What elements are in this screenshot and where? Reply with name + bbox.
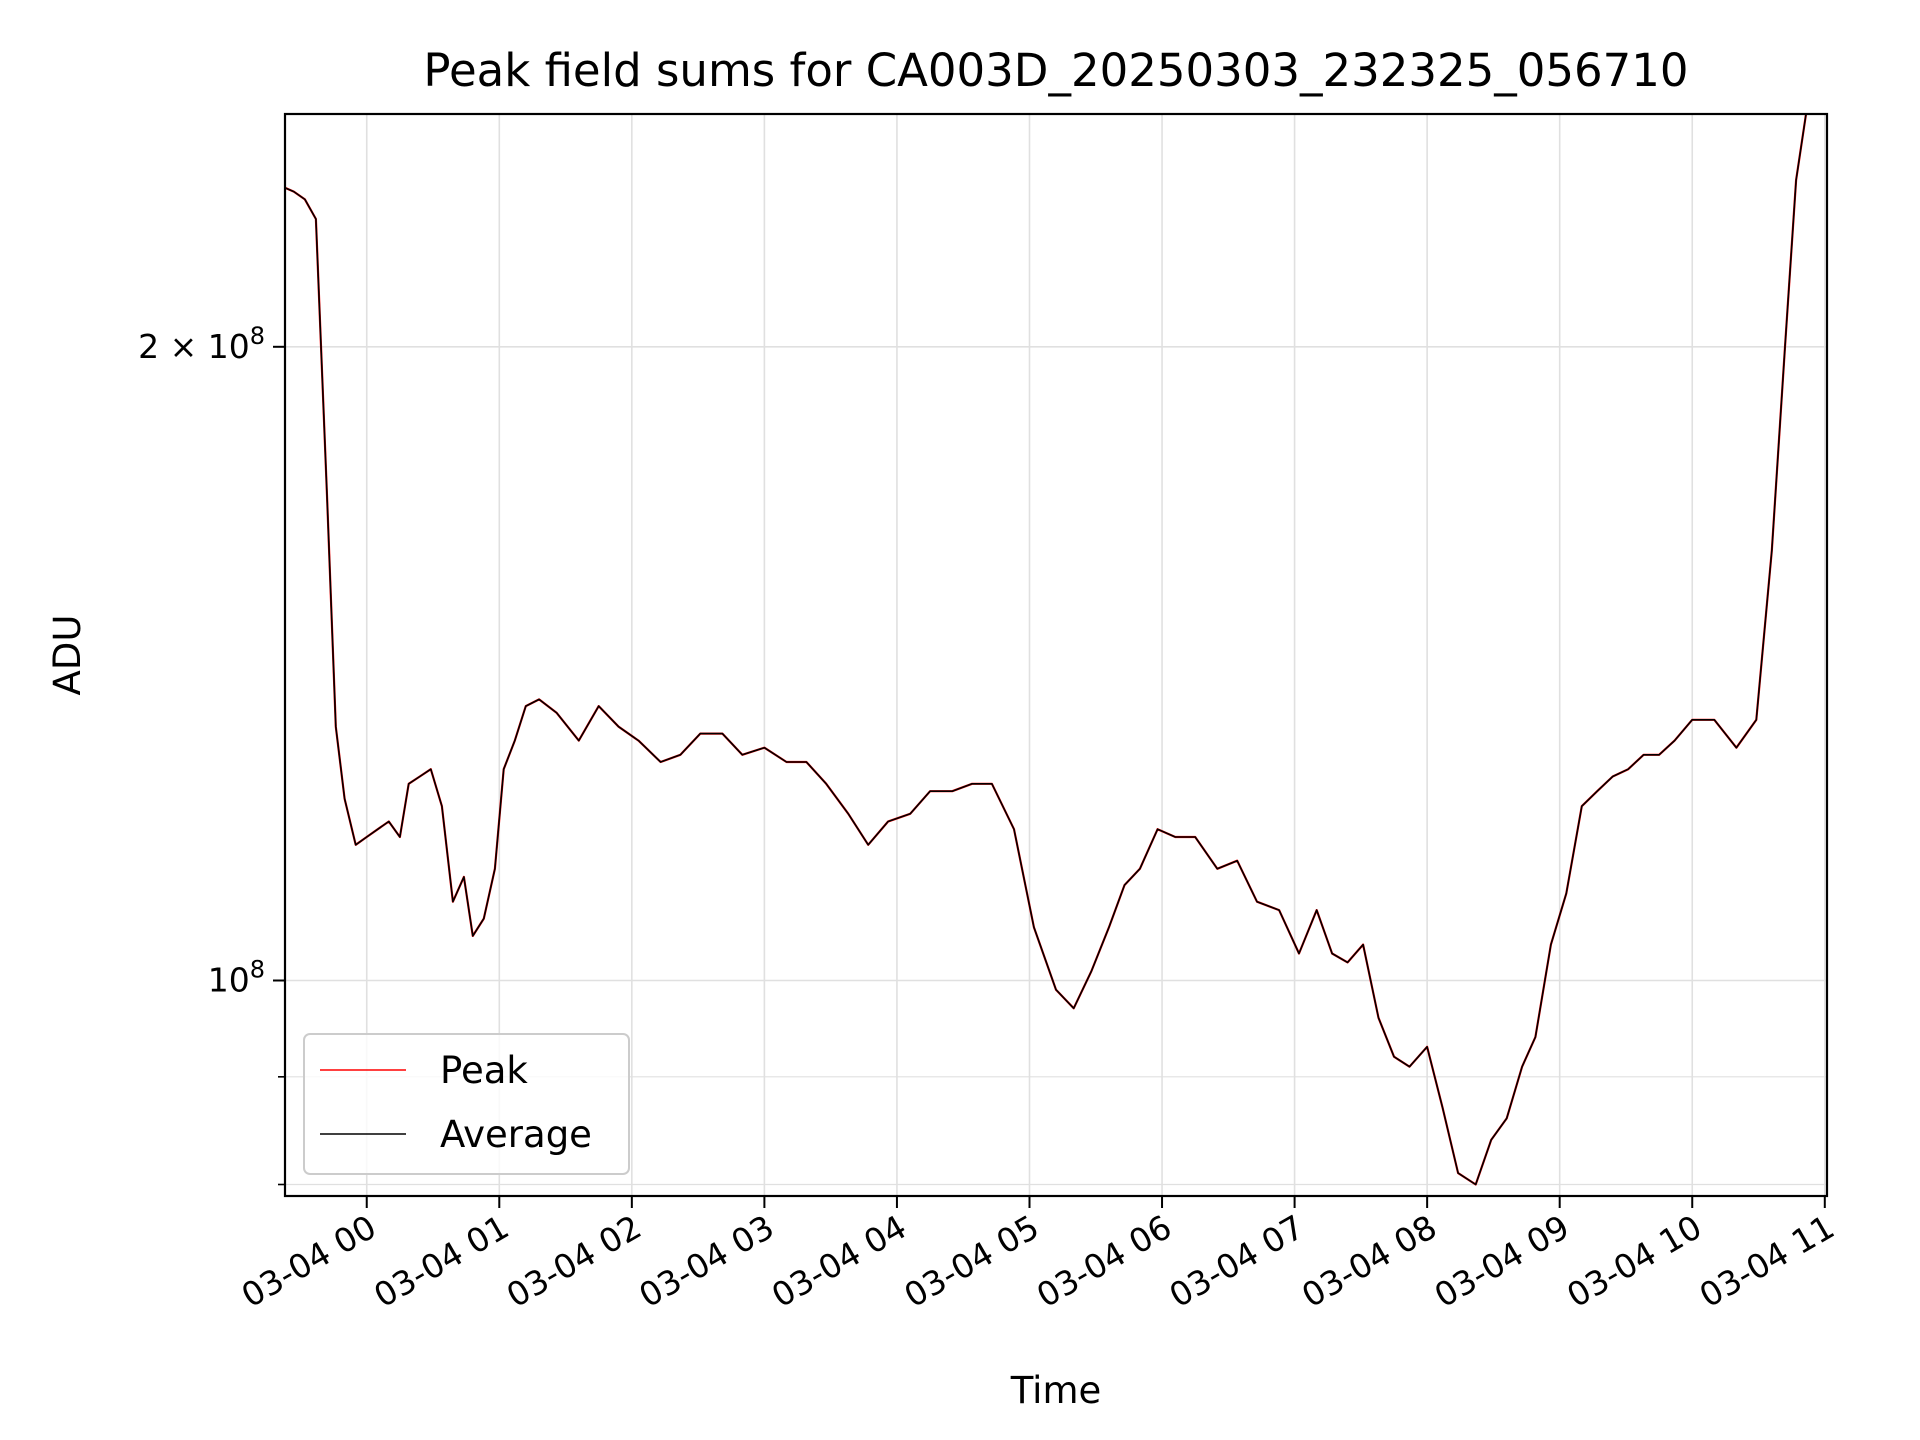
grid [285,114,1827,1196]
plot-lines [285,114,1808,1186]
legend-label-average: Average [440,1113,592,1156]
plot-frame [283,112,1829,1198]
x-axis-label: Time [1010,1369,1102,1412]
y-axis-label: ADU [46,615,89,696]
y-tick-label: 2 × 108 [138,322,265,366]
legend: Peak Average [303,1033,630,1175]
legend-label-peak: Peak [440,1049,528,1092]
series-line-average [285,114,1807,1186]
chart-title: Peak field sums for CA003D_20250303_2323… [423,44,1688,97]
legend-box [303,1033,630,1175]
y-tick-label: 108 [208,955,265,999]
